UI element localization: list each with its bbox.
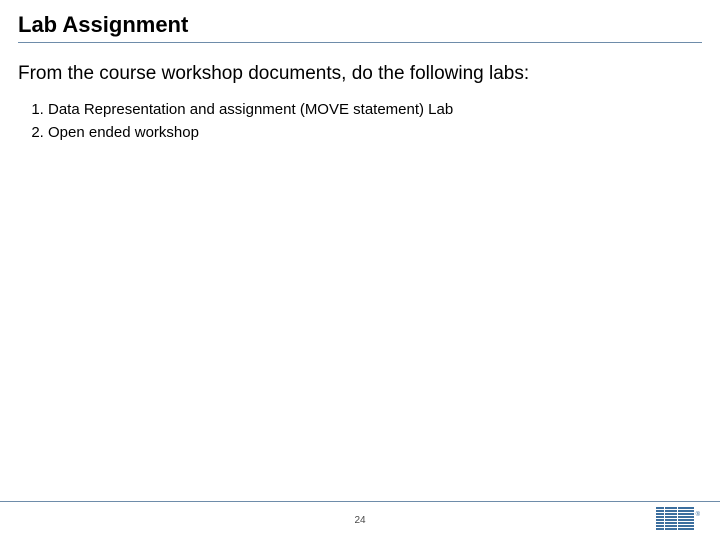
- registered-mark-icon: ®: [696, 512, 700, 518]
- footer-divider: [0, 501, 720, 502]
- intro-text: From the course workshop documents, do t…: [18, 63, 702, 85]
- list-item: Data Representation and assignment (MOVE…: [48, 99, 702, 122]
- slide-title: Lab Assignment: [18, 12, 702, 38]
- title-divider: [18, 42, 702, 43]
- slide-header: Lab Assignment: [0, 0, 720, 49]
- ibm-logo-icon: ®: [656, 507, 700, 530]
- lab-list: Data Representation and assignment (MOVE…: [18, 99, 702, 144]
- list-item: Open ended workshop: [48, 122, 702, 145]
- page-number: 24: [354, 515, 365, 526]
- slide-content: From the course workshop documents, do t…: [0, 49, 720, 144]
